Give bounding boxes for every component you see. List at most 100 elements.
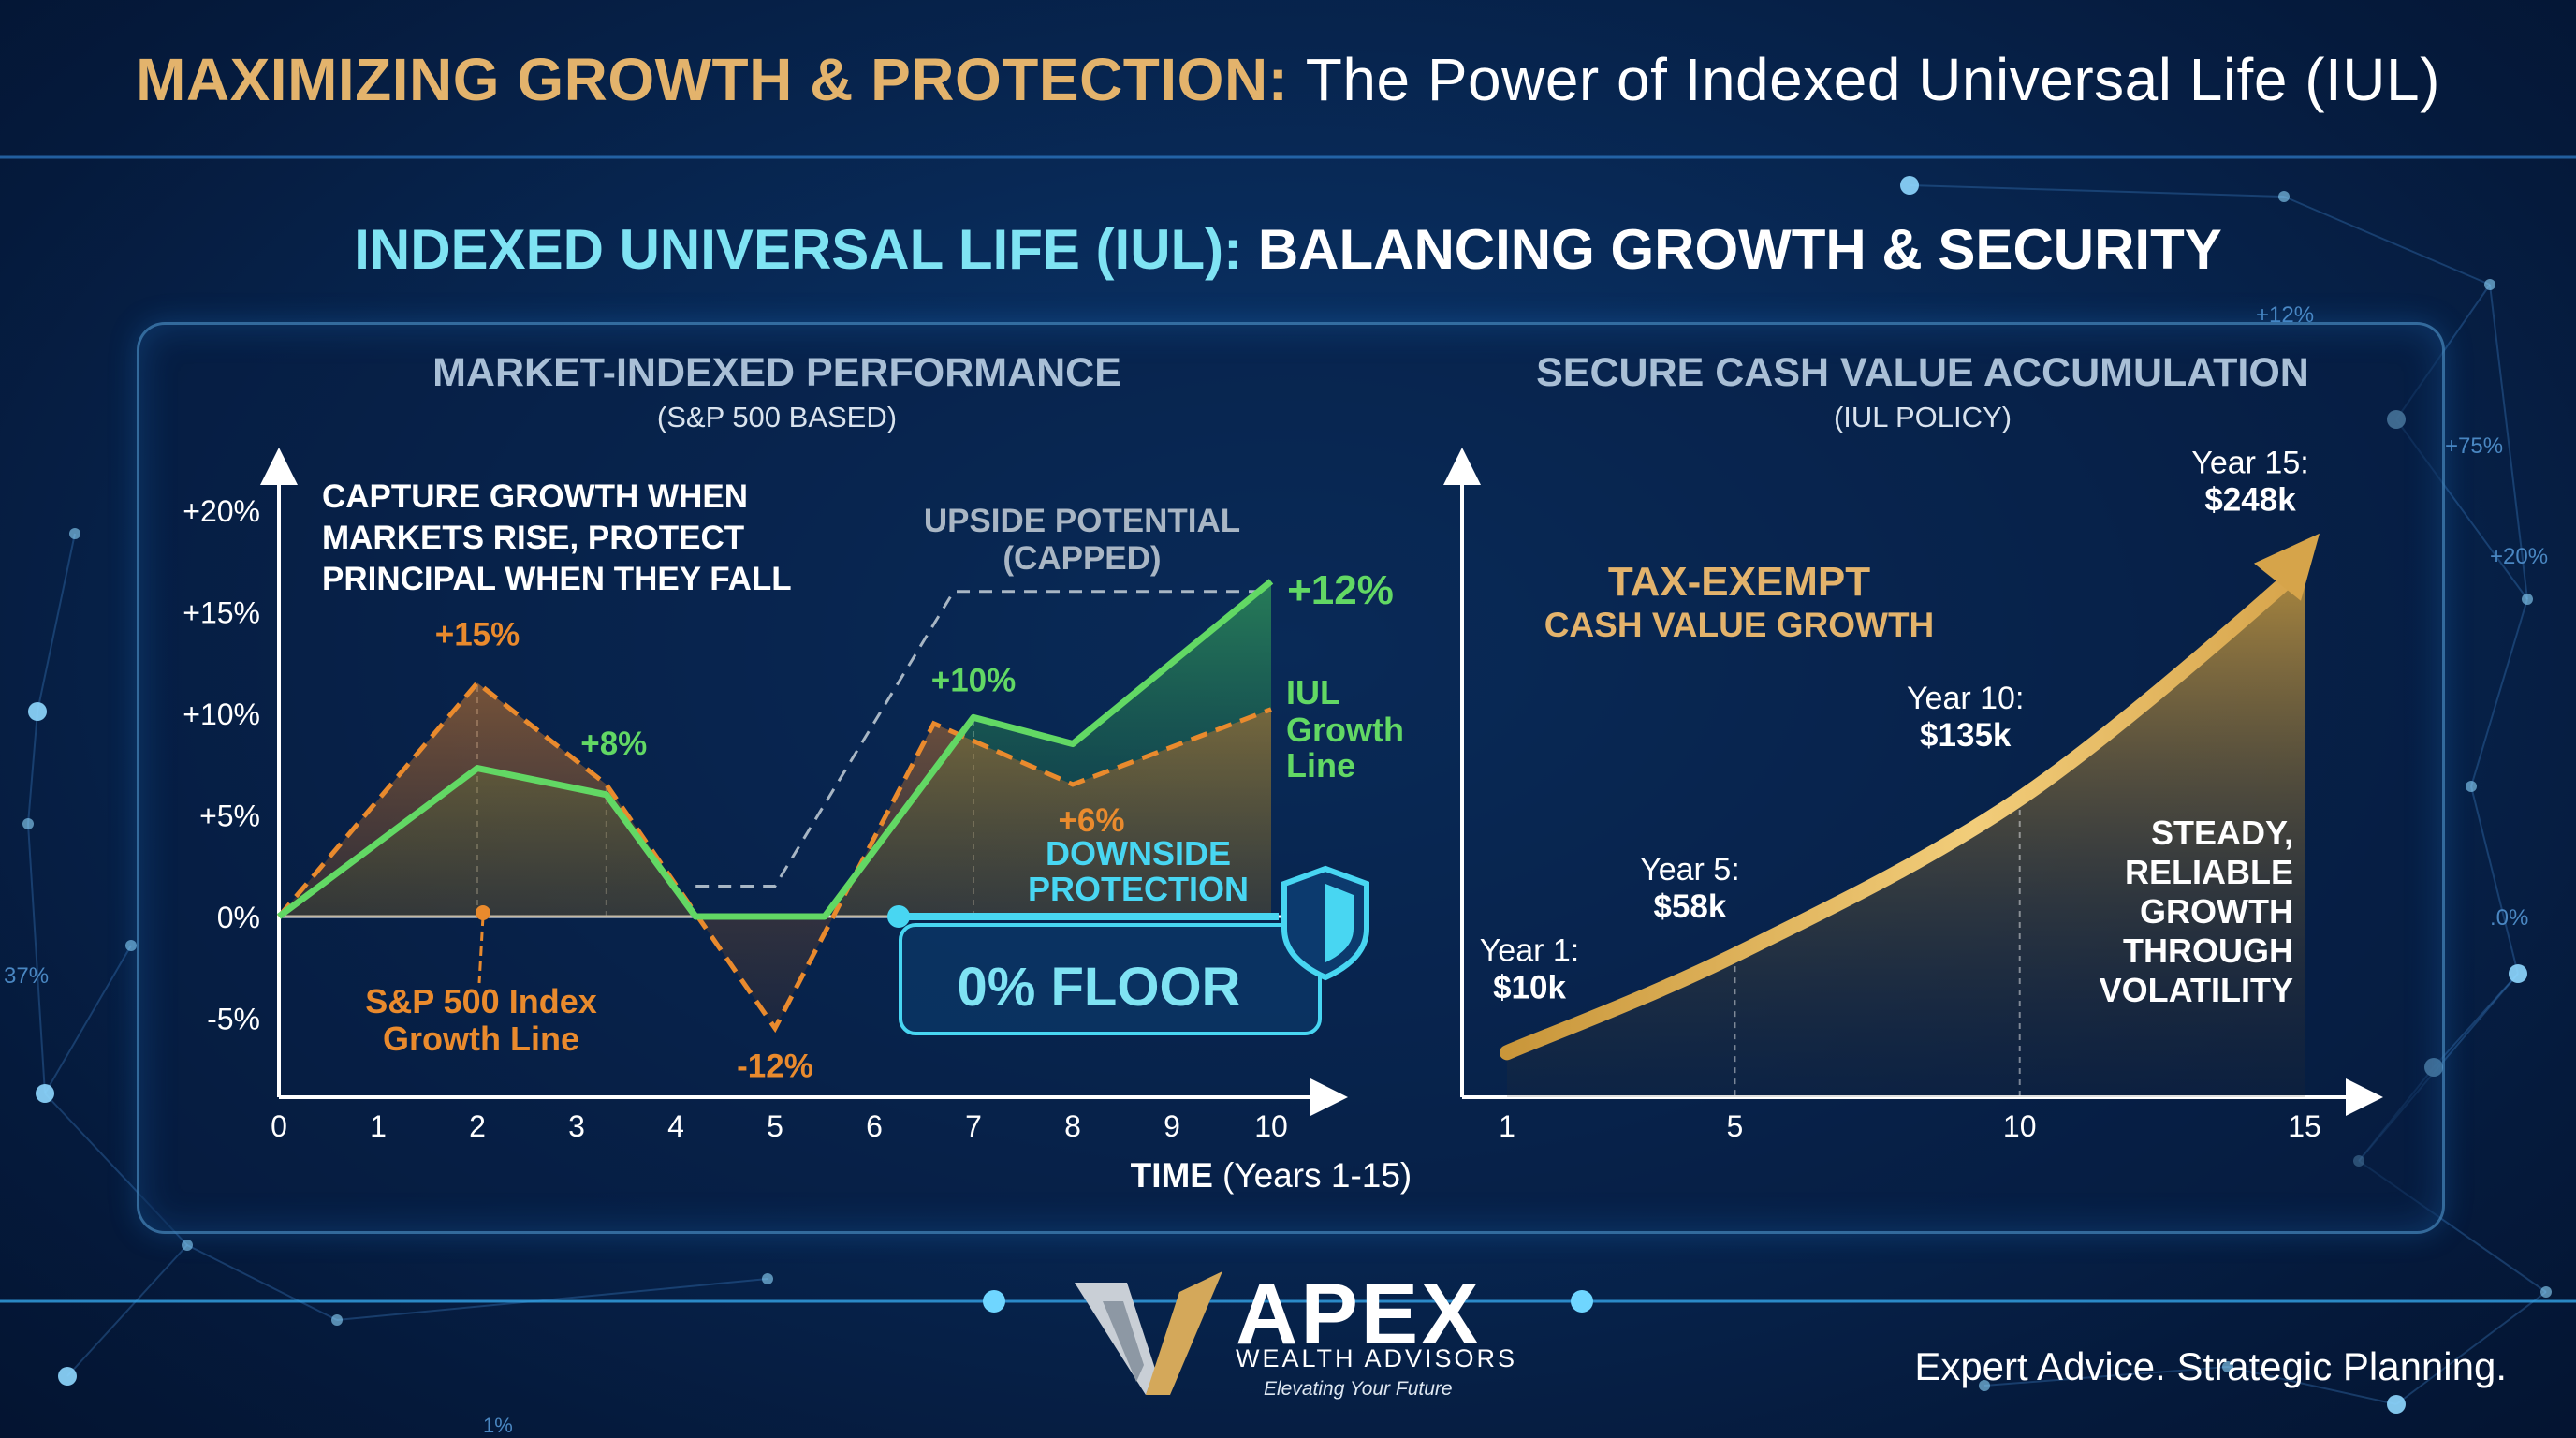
bg-link — [2433, 973, 2519, 1068]
left-x-tick-label: 6 — [866, 1109, 883, 1143]
left-point-label: +12% — [1287, 567, 1394, 613]
bg-link — [1983, 1366, 2229, 1387]
page-title: MAXIMIZING GROWTH & PROTECTION: The Powe… — [0, 45, 2576, 114]
bg-node — [2466, 781, 2477, 792]
sp500-line — [277, 679, 1272, 1034]
capture-line-3: PRINCIPAL WHEN THEY FALL — [322, 561, 792, 597]
downside-line-2: PROTECTION — [1028, 870, 1249, 908]
left-point-label: +8% — [580, 726, 647, 762]
left-x-tick-label: 8 — [1064, 1109, 1081, 1143]
right-x-tick-label: 1 — [1499, 1109, 1515, 1143]
section-subtitle: INDEXED UNIVERSAL LIFE (IUL): BALANCING … — [0, 217, 2576, 282]
bg-node — [1979, 1380, 1990, 1391]
bg-link — [2470, 598, 2528, 787]
right-chart: SECURE CASH VALUE ACCUMULATION (IUL POLI… — [1443, 350, 2383, 1143]
cash-point-value: $10k — [1493, 969, 1566, 1005]
steady-line-4: THROUGH — [2123, 932, 2293, 970]
cash-point-year: Year 5: — [1640, 852, 1740, 888]
bg-link — [37, 533, 76, 712]
iul-line — [276, 579, 1274, 920]
left-y-tick-label: +15% — [183, 596, 260, 630]
left-point-label: +10% — [931, 662, 1017, 698]
footer-node-left — [983, 1290, 1005, 1313]
bg-link — [186, 1244, 338, 1321]
bg-number-2: +75% — [2445, 433, 2503, 459]
bg-node — [2278, 191, 2290, 202]
right-x-tick-label: 5 — [1727, 1109, 1744, 1143]
cash-point-value: $135k — [1920, 717, 2012, 754]
logo-subtitle: WEALTH ADVISORS — [1236, 1344, 1518, 1372]
sp500-label-connector — [477, 916, 485, 984]
upside-cap-line — [695, 590, 1271, 888]
left-chart: MARKET-INDEXED PERFORMANCE (S&P 500 BASE… — [183, 350, 1412, 1195]
left-x-tick-label: 7 — [965, 1109, 982, 1143]
iul-label-2: Growth — [1286, 711, 1404, 749]
left-x-tick-label: 4 — [667, 1109, 684, 1143]
cash-point-value: $58k — [1653, 888, 1726, 925]
bg-node — [2509, 964, 2527, 983]
bg-link — [336, 1278, 768, 1321]
cash-point-year: Year 15: — [2191, 446, 2308, 481]
left-x-tick-label: 3 — [568, 1109, 585, 1143]
subtitle-highlight: INDEXED UNIVERSAL LIFE (IUL): — [354, 218, 1243, 281]
left-y-tick-label: +5% — [199, 800, 260, 833]
steady-line-5: VOLATILITY — [2100, 971, 2293, 1009]
iul-label-3: Line — [1286, 746, 1355, 785]
sp500-label-1: S&P 500 Index — [365, 982, 596, 1020]
shield-icon — [1281, 865, 1369, 981]
left-y-tick-label: +20% — [183, 494, 260, 528]
left-point-label: +15% — [435, 616, 520, 653]
right-chart-title: SECURE CASH VALUE ACCUMULATION — [1536, 350, 2309, 395]
bg-node — [2522, 594, 2533, 605]
left-x-tick-label: 5 — [767, 1109, 783, 1143]
sp500-area-fill — [279, 682, 1271, 1029]
left-x-tick-label: 0 — [271, 1109, 287, 1143]
page-title-rest: The Power of Indexed Universal Life (IUL… — [1305, 46, 2440, 113]
x-axis-title-bold: TIME — [1131, 1156, 1213, 1195]
bg-link — [2227, 1366, 2397, 1405]
capture-line-1: CAPTURE GROWTH WHEN — [322, 478, 748, 515]
left-chart-title: MARKET-INDEXED PERFORMANCE — [432, 350, 1121, 395]
upside-line-2: (CAPPED) — [1003, 540, 1161, 577]
steady-line-1: STEADY, — [2151, 814, 2293, 852]
cash-point-year: Year 10: — [1907, 681, 2024, 716]
left-chart-subtitle: (S&P 500 BASED) — [657, 401, 897, 433]
bg-node — [2387, 1395, 2406, 1414]
bg-number-4: .0% — [2490, 905, 2528, 931]
footer-node-right — [1571, 1290, 1593, 1313]
left-y-tick-label: -5% — [207, 1003, 260, 1036]
sp500-label-2: Growth Line — [383, 1020, 579, 1058]
bg-number-5: 37% — [4, 963, 49, 989]
bg-node — [58, 1367, 77, 1386]
left-x-tick-label: 10 — [1254, 1109, 1288, 1143]
left-y-tick-label: +10% — [183, 697, 260, 731]
bg-node — [28, 702, 47, 721]
cash-point-value: $248k — [2204, 482, 2296, 519]
bg-node — [2222, 1361, 2233, 1372]
upside-line-1: UPSIDE POTENTIAL — [924, 503, 1240, 539]
footer-tagline: Expert Advice. Strategic Planning. — [1914, 1344, 2507, 1388]
logo-tagline: Elevating Your Future — [1264, 1378, 1453, 1400]
bg-number-6: 1% — [483, 1414, 513, 1437]
bg-link — [2470, 785, 2519, 975]
iul-label-1: IUL — [1286, 673, 1340, 712]
left-x-tick-label: 1 — [370, 1109, 387, 1143]
bg-link — [2283, 196, 2491, 286]
floor-label: 0% FLOOR — [958, 957, 1241, 1018]
left-point-label: -12% — [737, 1048, 813, 1084]
x-axis-title-rest: (Years 1-15) — [1222, 1156, 1412, 1195]
apex-logo-icon — [1075, 1271, 1222, 1395]
tax-exempt-sub: CASH VALUE GROWTH — [1544, 606, 1935, 644]
capture-line-2: MARKETS RISE, PROTECT — [322, 520, 744, 556]
sp500-label-marker — [476, 905, 490, 920]
bg-node — [1900, 176, 1919, 195]
left-x-tick-label: 9 — [1164, 1109, 1180, 1143]
cash-value-area — [1507, 568, 2305, 1097]
floor-marker — [887, 905, 910, 928]
page-title-highlight: MAXIMIZING GROWTH & PROTECTION: — [136, 46, 1289, 113]
steady-line-3: GROWTH — [2140, 892, 2293, 931]
logo-name: APEX — [1236, 1267, 1482, 1362]
bg-node — [36, 1084, 54, 1103]
